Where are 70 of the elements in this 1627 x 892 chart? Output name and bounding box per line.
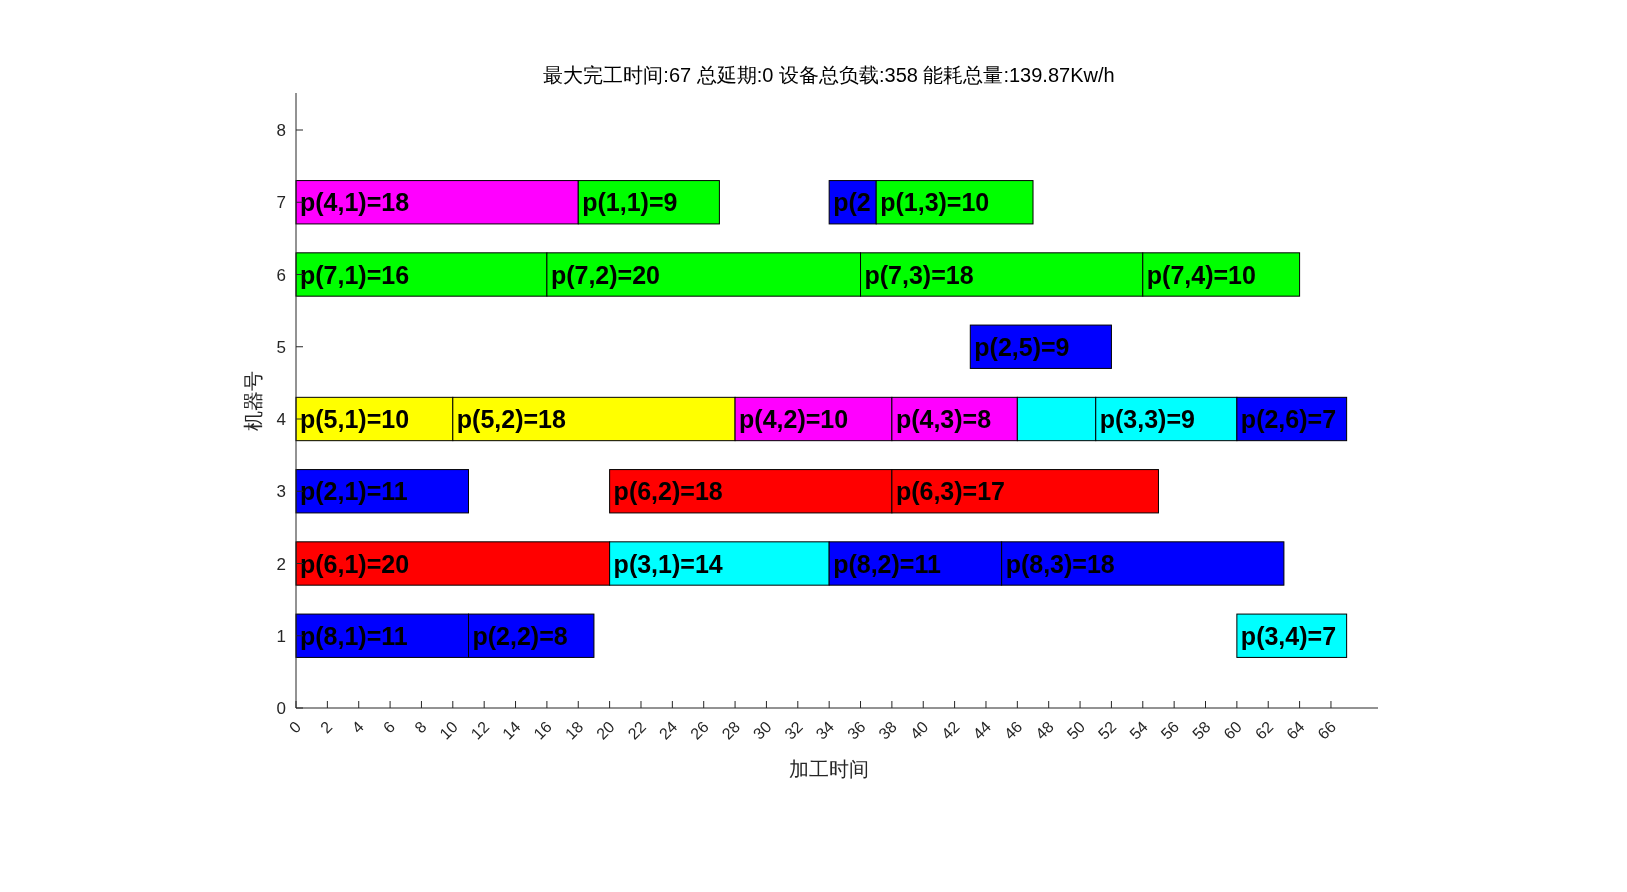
y-tick-label: 6 — [276, 265, 286, 285]
x-tick-label: 14 — [499, 718, 524, 743]
data-label: p(6,1)=20 — [300, 549, 410, 578]
chart-title: 最大完工时间:67 总延期:0 设备总负载:358 能耗总量:139.87Kw/h — [543, 64, 1115, 86]
data-label: p(4,1)=18 — [300, 188, 410, 217]
x-tick-label: 8 — [411, 718, 430, 737]
x-tick-label: 2 — [317, 718, 336, 737]
x-tick-label: 22 — [624, 718, 650, 743]
data-label: p(2 — [833, 188, 871, 217]
x-tick-label: 32 — [781, 718, 806, 743]
data-label: p(3,1)=14 — [613, 549, 723, 578]
y-tick-label: 7 — [276, 193, 286, 213]
y-tick-label: 0 — [276, 699, 286, 718]
data-label: p(7,1)=16 — [300, 260, 410, 289]
y-axis-title: 机器号 — [242, 370, 264, 431]
x-tick-label: 58 — [1189, 718, 1214, 743]
x-tick-label: 66 — [1314, 718, 1340, 743]
x-tick-label: 42 — [938, 718, 963, 743]
data-label: p(3,4)=7 — [1240, 621, 1337, 650]
x-tick-label: 6 — [379, 718, 399, 737]
y-tick-label: 1 — [276, 626, 286, 646]
y-tick-label: 8 — [276, 121, 286, 140]
data-label: p(1,3)=10 — [880, 188, 990, 217]
data-label: p(7,4)=10 — [1146, 260, 1256, 289]
x-tick-label: 24 — [655, 718, 681, 743]
data-label: p(3,3)=9 — [1099, 405, 1195, 433]
x-tick-label: 18 — [561, 718, 587, 743]
data-label: p(4,2)=10 — [739, 405, 849, 433]
y-tick-label: 4 — [276, 410, 286, 429]
y-tick-label: 3 — [276, 482, 286, 502]
x-tick-label: 36 — [844, 718, 869, 743]
x-tick-label: 30 — [749, 718, 775, 743]
x-tick-label: 46 — [1000, 718, 1026, 743]
x-tick-label: 4 — [348, 718, 367, 737]
data-label: p(4,3)=8 — [895, 405, 992, 433]
x-tick-label: 20 — [593, 718, 618, 743]
x-tick-label: 16 — [530, 718, 556, 743]
x-tick-label: 26 — [687, 718, 712, 743]
x-axis-title: 加工时间 — [789, 758, 869, 780]
x-tick-label: 38 — [875, 718, 901, 743]
x-tick-label: 48 — [1032, 718, 1057, 743]
x-tick-label: 10 — [436, 718, 461, 743]
x-tick-label: 12 — [467, 718, 493, 743]
x-tick-label: 52 — [1094, 718, 1120, 743]
data-label: p(6,2)=18 — [613, 477, 723, 506]
y-tick-label: 5 — [276, 337, 286, 357]
data-label: p(5,1)=10 — [300, 405, 410, 433]
data-label: p(7,3)=18 — [864, 260, 974, 289]
data-label: p(2,2)=8 — [472, 621, 568, 650]
data-label: p(5,2)=18 — [456, 405, 566, 433]
data-label: p(1,1)=9 — [582, 188, 678, 217]
data-label: p(2,1)=11 — [300, 477, 408, 506]
data-label: p(8,3)=18 — [1005, 549, 1115, 578]
x-tick-label: 50 — [1063, 718, 1089, 743]
data-label: p(2,5)=9 — [974, 332, 1070, 361]
x-tick-label: 54 — [1126, 718, 1151, 743]
x-tick-label: 56 — [1157, 718, 1183, 743]
x-tick-label: 28 — [718, 718, 744, 743]
x-tick-label: 62 — [1251, 718, 1277, 743]
data-label: p(6,3)=17 — [895, 477, 1005, 506]
y-tick-label: 2 — [276, 554, 286, 574]
data-label: p(8,2)=11 — [833, 549, 941, 578]
x-tick-label: 60 — [1220, 718, 1246, 743]
data-label: p(8,1)=11 — [300, 621, 408, 650]
x-tick-label: 34 — [812, 718, 838, 743]
x-tick-label: 44 — [969, 718, 995, 743]
data-label: p(7,2)=20 — [550, 260, 660, 289]
data-label: p(2,6)=7 — [1240, 405, 1337, 433]
x-tick-label: 40 — [906, 718, 932, 743]
x-tick-label: 64 — [1283, 718, 1308, 743]
